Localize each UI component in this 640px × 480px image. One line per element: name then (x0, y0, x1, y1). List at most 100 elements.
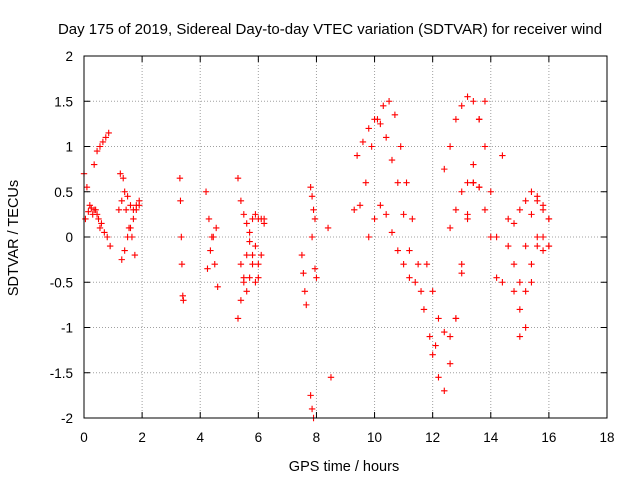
data-point (121, 247, 128, 254)
data-point (368, 143, 375, 150)
y-tick-label: 0 (65, 230, 73, 245)
series-track-13a (441, 93, 506, 286)
data-point (499, 152, 506, 159)
data-point (458, 260, 465, 268)
data-point (388, 229, 396, 236)
data-point (252, 242, 259, 250)
data-point (180, 297, 187, 304)
data-point (210, 233, 217, 241)
data-point (177, 197, 184, 204)
series-track-8 (308, 224, 335, 381)
data-point (90, 206, 98, 214)
x-tick-label: 16 (541, 430, 556, 445)
series-track-5c (237, 242, 262, 295)
series-track-9a (351, 98, 439, 349)
data-point (493, 274, 500, 281)
data-point (307, 392, 314, 399)
grid-lines (84, 56, 607, 418)
series-track-7c (307, 392, 317, 422)
data-point (351, 206, 358, 214)
data-point (98, 220, 105, 227)
data-point (124, 233, 131, 241)
data-point (516, 206, 524, 214)
data-point (136, 202, 143, 209)
data-point (493, 233, 500, 241)
data-point (102, 134, 109, 141)
data-point (362, 179, 370, 186)
data-point (106, 242, 114, 250)
y-tick-label: 1 (65, 140, 73, 155)
data-point (534, 197, 541, 204)
data-point (446, 360, 454, 367)
data-point (127, 224, 134, 232)
data-point (435, 315, 442, 322)
data-point (403, 179, 410, 186)
data-point (464, 211, 471, 218)
data-point (409, 215, 416, 223)
data-point (311, 265, 319, 272)
chart-title: Day 175 of 2019, Sidereal Day-to-day VTE… (58, 21, 602, 38)
series-track-3 (176, 174, 187, 304)
data-point (522, 288, 529, 295)
data-point (475, 116, 483, 123)
data-point (365, 125, 372, 132)
data-point (510, 260, 518, 268)
data-point (85, 208, 92, 215)
data-point (121, 188, 128, 195)
series-track-15a (505, 188, 553, 250)
data-point (426, 333, 433, 340)
data-point (178, 233, 185, 241)
data-point (522, 324, 529, 331)
data-point (385, 98, 393, 105)
data-point (446, 333, 454, 340)
y-tick-label: -0.5 (50, 275, 73, 290)
data-point (130, 215, 137, 223)
data-point (127, 202, 134, 209)
data-point (243, 288, 250, 295)
x-tick-label: 6 (255, 430, 263, 445)
y-tick-label: 2 (65, 49, 73, 64)
data-point (246, 274, 253, 281)
series-track-10 (365, 202, 413, 281)
x-tick-label: 10 (367, 430, 382, 445)
data-point (371, 215, 378, 223)
data-points (80, 93, 553, 422)
data-point (120, 174, 127, 182)
data-point (475, 184, 483, 191)
y-axis-label: SDTVAR / TECUs (6, 180, 22, 296)
data-point (118, 197, 125, 204)
data-point (310, 206, 317, 214)
data-point (237, 260, 245, 268)
data-point (429, 288, 436, 295)
data-point (255, 260, 262, 268)
series-track-0c (90, 129, 112, 168)
data-point (452, 116, 460, 123)
data-point (534, 242, 541, 250)
data-point (211, 260, 218, 268)
data-point (414, 260, 422, 268)
data-point (246, 238, 253, 245)
data-point (464, 93, 471, 100)
data-point (90, 161, 98, 168)
data-point (95, 215, 102, 223)
data-point (394, 179, 401, 186)
data-point (487, 233, 494, 241)
data-point (258, 251, 265, 259)
data-point (406, 274, 413, 281)
data-point (353, 152, 361, 159)
series-track-5a (234, 174, 268, 286)
data-point (133, 206, 140, 214)
data-point (382, 211, 390, 218)
data-point (131, 251, 139, 259)
data-point (539, 247, 547, 254)
data-point (377, 202, 384, 209)
data-point (510, 220, 518, 227)
data-point (324, 224, 332, 232)
data-point (307, 184, 314, 191)
data-point (432, 342, 439, 349)
data-point (117, 170, 124, 177)
data-point (481, 206, 489, 214)
data-point (204, 265, 211, 272)
y-tick-label: 1.5 (54, 94, 73, 109)
